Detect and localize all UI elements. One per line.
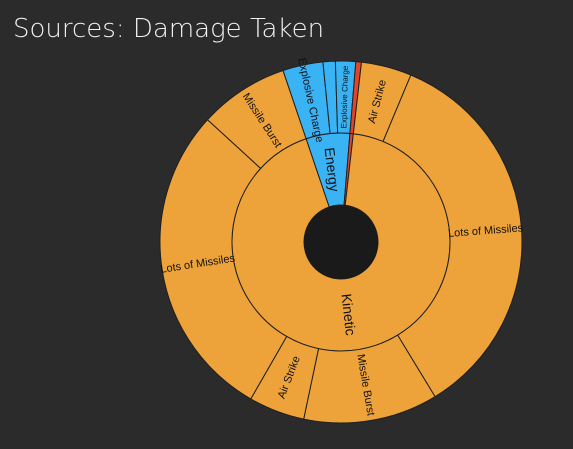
outer-label-explosive-charge-2: Explosive Charge [339, 65, 350, 128]
center-hole [304, 205, 378, 279]
